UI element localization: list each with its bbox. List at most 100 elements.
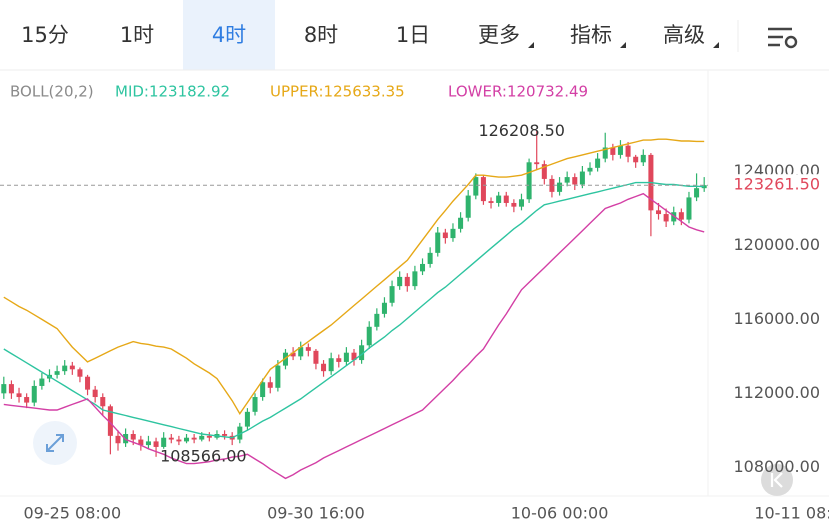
tab[interactable]: 4时 bbox=[212, 23, 246, 47]
candle-body bbox=[8, 384, 14, 394]
candle-body bbox=[656, 210, 662, 215]
legend-entry: LOWER:120732.49 bbox=[448, 83, 588, 101]
latest-button[interactable] bbox=[761, 464, 793, 496]
candle-body bbox=[145, 441, 151, 446]
candle-body bbox=[305, 347, 311, 351]
candle-body bbox=[168, 437, 174, 440]
candle-body bbox=[374, 313, 380, 327]
band-line bbox=[3, 192, 705, 480]
candle-body bbox=[85, 376, 91, 390]
y-tick-label: 108000.00 bbox=[733, 457, 820, 476]
candle-body bbox=[442, 232, 448, 239]
candle-body bbox=[595, 158, 601, 168]
candle-body bbox=[343, 352, 349, 362]
candle-body bbox=[625, 145, 631, 157]
tab[interactable]: 高级 bbox=[663, 23, 705, 47]
candle-body bbox=[602, 147, 608, 159]
candle-body bbox=[404, 276, 410, 287]
candle-body bbox=[534, 162, 540, 165]
candle-body bbox=[298, 347, 304, 357]
candle-body bbox=[107, 406, 113, 436]
candle-body bbox=[62, 365, 68, 372]
candle-body bbox=[397, 276, 403, 287]
candle-body bbox=[199, 435, 205, 440]
candle-body bbox=[39, 378, 45, 386]
candle-body bbox=[549, 178, 555, 192]
dropdown-arrow bbox=[528, 42, 719, 48]
candle-body bbox=[222, 434, 228, 436]
candle-body bbox=[1, 384, 7, 394]
settings-icon[interactable] bbox=[768, 27, 798, 49]
candle-body bbox=[328, 358, 334, 372]
x-tick-label: 10-06 00:00 bbox=[511, 504, 609, 523]
candle-body bbox=[450, 228, 456, 239]
candle-body bbox=[503, 195, 509, 203]
candle-body bbox=[275, 365, 281, 388]
candle-body bbox=[336, 358, 342, 362]
candle-body bbox=[351, 352, 357, 361]
candle-body bbox=[587, 167, 593, 172]
toolbar: 15分 1时 4时 8时 1日 更多 指标 高级 bbox=[0, 0, 829, 71]
tab[interactable]: 1时 bbox=[120, 23, 154, 47]
y-tick-label: 116000.00 bbox=[733, 309, 820, 328]
candle-body bbox=[161, 437, 167, 447]
indicator-name: BOLL(20,2) bbox=[10, 83, 94, 101]
candle-body bbox=[100, 397, 106, 407]
candle-body bbox=[617, 145, 623, 155]
candle-body bbox=[564, 177, 570, 183]
tab[interactable]: 8时 bbox=[304, 23, 338, 47]
candle-body bbox=[526, 162, 532, 200]
candle-body bbox=[313, 350, 319, 364]
candle-body bbox=[321, 363, 327, 372]
candle-body bbox=[640, 154, 646, 163]
candle-body bbox=[557, 182, 563, 192]
tab[interactable]: 更多 bbox=[478, 23, 520, 47]
low-label: 108566.00 bbox=[160, 446, 247, 465]
candle-body bbox=[153, 441, 159, 447]
candle-body bbox=[579, 171, 585, 185]
tab[interactable]: 15分 bbox=[21, 23, 69, 47]
last-price-label: 123261.50 bbox=[733, 175, 820, 194]
candle-body bbox=[16, 393, 22, 398]
candle-body bbox=[77, 369, 83, 377]
tab[interactable]: 指标 bbox=[570, 23, 612, 47]
candle-body bbox=[678, 212, 684, 220]
candle-body bbox=[572, 177, 578, 185]
candle-body bbox=[260, 382, 266, 398]
candle-body bbox=[488, 201, 494, 203]
selected-tab-bg bbox=[183, 0, 275, 70]
candle-body bbox=[244, 411, 250, 427]
candle-body bbox=[282, 352, 288, 366]
expand-button[interactable] bbox=[33, 421, 77, 465]
candle-body bbox=[671, 212, 677, 222]
candle-body bbox=[427, 252, 433, 264]
candle-body bbox=[290, 352, 296, 357]
candle-body bbox=[69, 365, 75, 370]
candle-body bbox=[92, 389, 98, 398]
legend-entry: UPPER:125633.35 bbox=[270, 83, 405, 101]
candle-body bbox=[496, 195, 502, 203]
candle-body bbox=[252, 397, 258, 412]
last-price-bg bbox=[712, 174, 828, 197]
candle-body bbox=[473, 177, 479, 196]
candle-body bbox=[359, 345, 365, 361]
candle-body bbox=[694, 188, 700, 198]
candle-body bbox=[366, 326, 372, 346]
candle-body bbox=[191, 437, 197, 440]
candle-body bbox=[267, 382, 273, 388]
tab[interactable]: 1日 bbox=[396, 23, 430, 47]
candle-body bbox=[138, 439, 144, 446]
high-label: 126208.50 bbox=[478, 121, 565, 140]
candle-body bbox=[541, 164, 547, 179]
candle-body bbox=[381, 302, 387, 314]
candle-body bbox=[465, 195, 471, 218]
x-tick-label: 09-25 08:00 bbox=[23, 504, 121, 523]
x-tick-label: 09-30 16:00 bbox=[267, 504, 365, 523]
plot bbox=[1, 130, 707, 480]
candle-body bbox=[518, 199, 524, 207]
candle-body bbox=[115, 435, 121, 444]
y-tick-label: 120000.00 bbox=[733, 235, 820, 254]
legend-entry: MID:123182.92 bbox=[115, 83, 230, 101]
